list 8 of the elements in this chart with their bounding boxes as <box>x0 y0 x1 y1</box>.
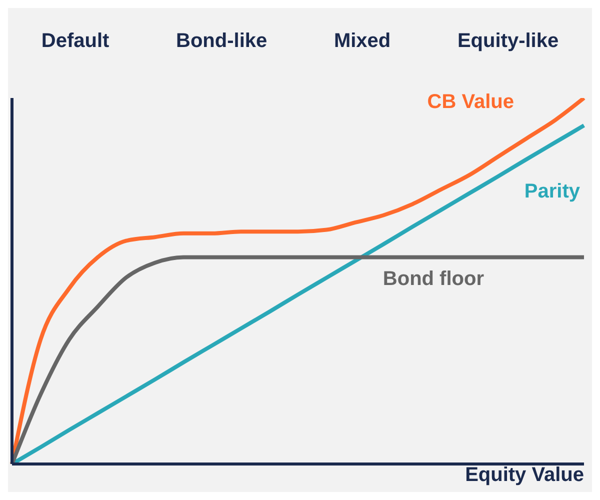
series-label: Bond floor <box>382 268 484 290</box>
series-label: Parity <box>524 180 581 202</box>
text: Default <box>41 30 110 53</box>
text: Mixed <box>334 30 391 53</box>
x-axis-title: Equity Value <box>465 464 584 487</box>
series-label: CB Value <box>427 91 514 113</box>
text: Equity-like <box>457 30 559 53</box>
text: Bond-like <box>176 30 268 53</box>
